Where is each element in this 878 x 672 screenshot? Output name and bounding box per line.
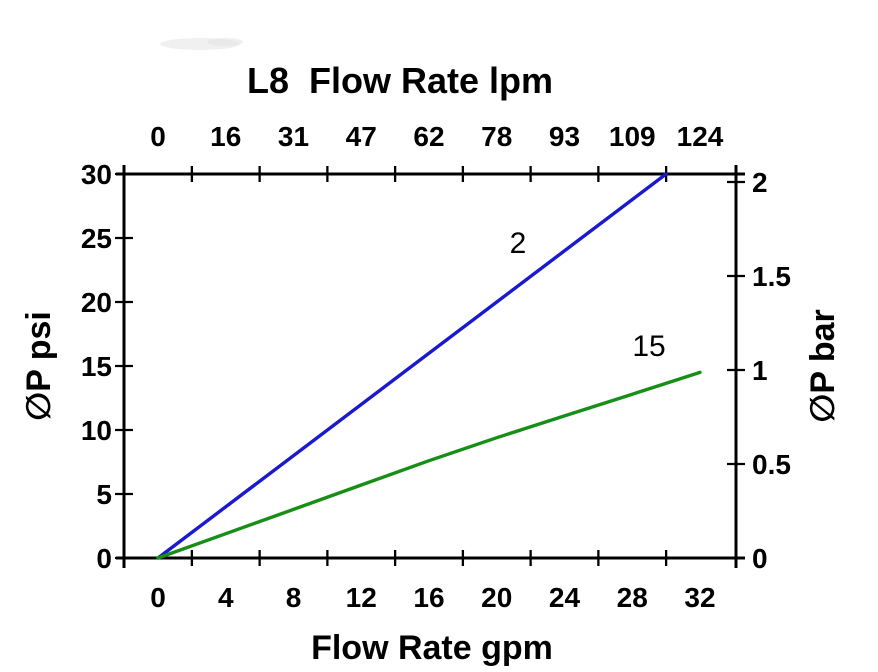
right-axis-tick-label: 0 [752,543,768,574]
bottom-axis-tick-label: 8 [286,582,302,613]
left-axis-tick-label: 20 [81,287,112,318]
top-axis-tick-label: 0 [150,121,166,152]
left-axis-tick-label: 10 [81,415,112,446]
bottom-axis-title: Flow Rate gpm [311,629,553,667]
curve-label-2: 2 [510,227,527,260]
left-axis-title: ∅P psi [20,311,58,421]
top-axis-tick-label: 124 [677,121,724,152]
top-axis-tick-label: 109 [609,121,656,152]
left-axis-tick-label: 15 [81,351,112,382]
bottom-axis-tick-label: 24 [549,582,581,613]
right-axis-tick-label: 1 [752,355,768,386]
bottom-axis-tick-label: 28 [617,582,648,613]
bottom-axis-tick-label: 32 [684,582,715,613]
right-axis-tick-label: 1.5 [752,261,791,292]
bottom-axis-tick-label: 0 [150,582,166,613]
right-axis-tick-label: 2 [752,167,768,198]
top-axis-tick-label: 78 [481,121,512,152]
left-axis-tick-label: 25 [81,223,112,254]
left-axis-tick-label: 5 [96,479,112,510]
left-axis-tick-label: 30 [81,159,112,190]
left-axis-tick-label: 0 [96,543,112,574]
right-axis-tick-label: 0.5 [752,449,791,480]
bottom-axis-tick-label: 12 [346,582,377,613]
series-line-2 [156,172,668,560]
chart-title: L8 Flow Rate lpm [247,60,553,101]
bottom-axis-tick-label: 4 [218,582,234,613]
top-axis-tick-label: 16 [210,121,241,152]
top-axis-tick-label: 31 [278,121,309,152]
right-axis-title: ∅P bar [804,309,842,423]
top-axis-tick-label: 47 [346,121,377,152]
bottom-axis-tick-label: 20 [481,582,512,613]
bottom-axis-tick-label: 16 [413,582,444,613]
top-axis-tick-label: 93 [549,121,580,152]
faint-artifact-smudge-2 [207,38,243,46]
top-axis-tick-label: 62 [413,121,444,152]
series-line-15 [156,370,702,560]
curve-label-15: 15 [632,330,665,363]
